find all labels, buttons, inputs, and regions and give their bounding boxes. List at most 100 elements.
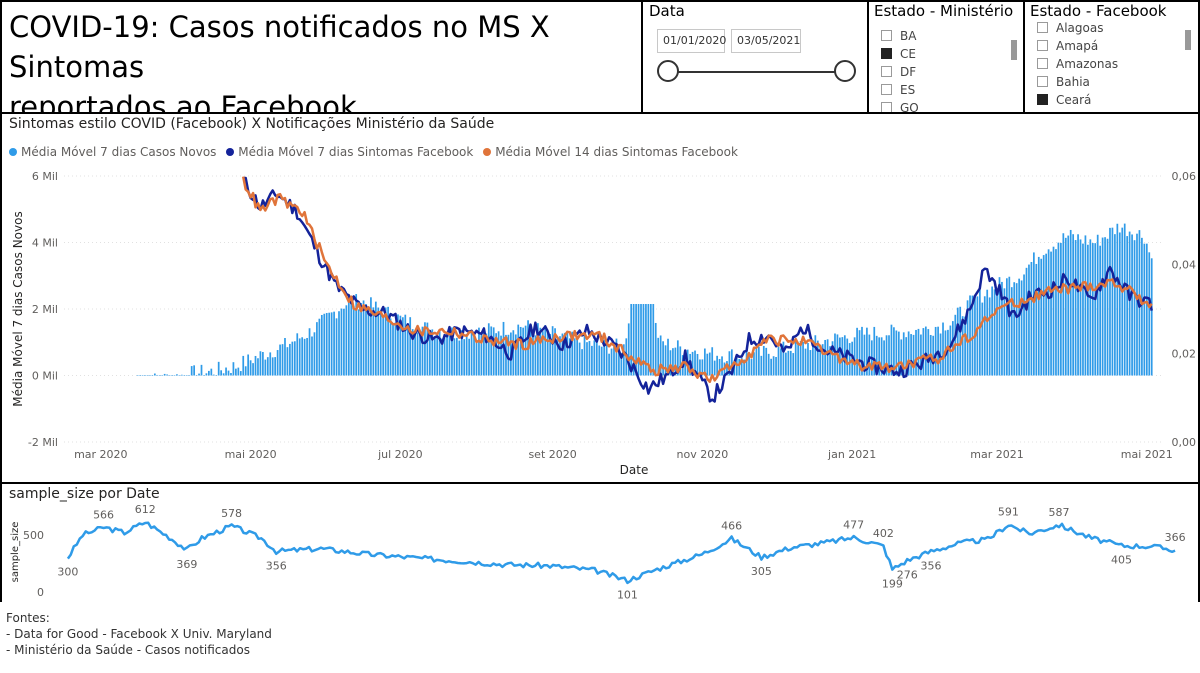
casos-bar (389, 318, 392, 376)
slicer-ministerio-scrollbar[interactable] (1011, 40, 1017, 60)
slicer-facebook-item-bahia[interactable]: Bahia (1037, 73, 1118, 91)
casos-bar (981, 302, 984, 376)
casos-bar (414, 332, 416, 376)
casos-bar (446, 336, 448, 376)
casos-bar (325, 312, 328, 376)
legend-item-casos[interactable]: Média Móvel 7 dias Casos Novos (9, 145, 216, 159)
legend-label-casos: Média Móvel 7 dias Casos Novos (21, 145, 217, 159)
casos-bar (1057, 242, 1060, 376)
slicer-facebook-item-ceará[interactable]: Ceará (1037, 91, 1118, 109)
casos-bar (237, 367, 240, 376)
casos-bar (684, 354, 687, 376)
casos-bar (615, 338, 618, 376)
casos-bar (524, 325, 527, 376)
casos-bar (856, 327, 858, 376)
casos-bar (760, 355, 763, 376)
date-slider-track[interactable] (669, 71, 845, 73)
casos-bar (1067, 235, 1070, 376)
casos-bar (895, 330, 898, 376)
casos-bar (296, 333, 299, 376)
slicer-facebook-item-amapá[interactable]: Amapá (1037, 37, 1118, 55)
casos-bar (819, 344, 822, 376)
slicer-ministerio-item-label: GO (900, 101, 919, 114)
casos-bar (853, 337, 856, 376)
casos-bar (637, 304, 640, 376)
slicer-ministerio-item-ba[interactable]: BA (881, 27, 919, 45)
slicer-facebook-checkbox[interactable] (1037, 39, 1048, 51)
slicer-ministerio-item-ce[interactable]: CE (881, 45, 919, 63)
slicer-facebook-checkbox[interactable] (1037, 57, 1048, 69)
casos-bar (649, 304, 652, 376)
casos-bar (377, 307, 380, 376)
casos-bar (1096, 234, 1099, 376)
slicer-ministerio-item-es[interactable]: ES (881, 81, 919, 99)
casos-bar (433, 337, 436, 376)
casos-bar (470, 332, 473, 376)
casos-bar (1091, 243, 1094, 376)
casos-bar (696, 353, 699, 376)
slicer-ministerio-checkbox[interactable] (881, 47, 892, 59)
casos-bar (404, 314, 407, 376)
casos-bar (917, 328, 920, 376)
casos-bar (667, 338, 669, 376)
casos-bar (492, 327, 495, 376)
slicer-facebook-item-amazonas[interactable]: Amazonas (1037, 55, 1118, 73)
casos-bar (365, 304, 367, 376)
casos-bar (824, 339, 827, 376)
casos-bar (662, 341, 664, 376)
casos-bar (1079, 239, 1082, 376)
slicer-ministerio-list: BA CE DF ES GO (881, 27, 919, 114)
casos-bar (905, 337, 908, 376)
casos-bar (232, 362, 235, 376)
slicer-facebook-scrollbar[interactable] (1185, 30, 1191, 50)
casos-bar (1013, 282, 1016, 376)
slicer-facebook-item-label: Amapá (1056, 39, 1099, 53)
casos-bar (311, 336, 313, 376)
casos-bar (460, 330, 463, 376)
slicer-facebook-checkbox[interactable] (1037, 21, 1048, 33)
casos-bar (480, 332, 483, 376)
slicer-facebook-item-alagoas[interactable]: Alagoas (1037, 19, 1118, 37)
casos-bar (691, 351, 694, 376)
legend-item-sintomas-7[interactable]: Média Móvel 7 dias Sintomas Facebook (226, 145, 473, 159)
casos-bar (745, 351, 748, 376)
slicer-facebook-checkbox[interactable] (1037, 75, 1048, 87)
casos-bar (242, 355, 245, 376)
slicer-ministerio-checkbox[interactable] (881, 65, 892, 77)
casos-bar (269, 352, 272, 376)
date-slider-end-handle[interactable] (834, 60, 856, 82)
slicer-facebook-checkbox[interactable] (1037, 93, 1048, 105)
casos-bar (151, 375, 154, 376)
data-label: 101 (617, 588, 638, 601)
casos-bar (1003, 288, 1006, 376)
legend-item-sintomas-14[interactable]: Média Móvel 14 dias Sintomas Facebook (483, 145, 738, 159)
slicer-ministerio-item-df[interactable]: DF (881, 63, 919, 81)
casos-bar (438, 330, 441, 376)
casos-bar (573, 338, 576, 376)
casos-bar (1109, 227, 1111, 376)
main-chart-legend: Média Móvel 7 dias Casos Novos Média Móv… (9, 145, 744, 159)
casos-bar (1106, 238, 1109, 376)
casos-bar (890, 324, 893, 376)
casos-bar (618, 344, 620, 376)
data-label: 566 (93, 508, 114, 521)
slicer-ministerio-checkbox[interactable] (881, 83, 892, 95)
casos-bar (654, 322, 657, 376)
casos-bar (217, 361, 220, 376)
casos-bar (767, 353, 770, 376)
data-label: 466 (721, 520, 742, 533)
casos-bar (787, 350, 790, 376)
end-date-input[interactable]: 03/05/2021 (731, 29, 801, 53)
slicer-ministerio-checkbox[interactable] (881, 29, 892, 41)
slicer-ministerio-item-go[interactable]: GO (881, 99, 919, 114)
casos-bar (1050, 251, 1052, 376)
casos-bar (522, 327, 525, 376)
x-tick-label: nov 2020 (677, 448, 729, 461)
casos-bar (983, 296, 986, 376)
sample-chart-title: sample_size por Date (9, 486, 160, 502)
casos-bar (544, 325, 547, 376)
casos-bar (922, 328, 925, 376)
date-slider-start-handle[interactable] (657, 60, 679, 82)
start-date-input[interactable]: 01/01/2020 (657, 29, 726, 53)
slicer-ministerio-checkbox[interactable] (881, 101, 892, 112)
